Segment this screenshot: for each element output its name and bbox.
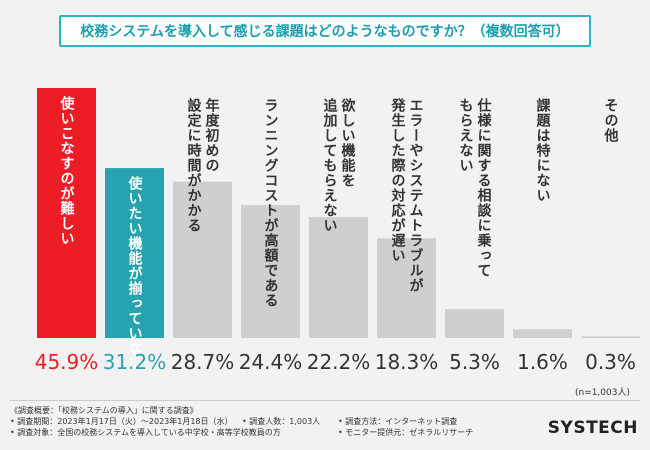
survey-people: • 調査人数：1,003人 <box>242 417 321 426</box>
category-label-line: エラーやシステムトラブルが <box>408 98 424 293</box>
value-label-3: 28.7% <box>171 350 235 374</box>
category-label-2: 使いたい機能が揃っていない <box>127 175 144 371</box>
category-label-line: ランニングコストが高額である <box>263 98 280 308</box>
survey-monitor: • モニター提供元：ゼネラルリサーチ <box>338 428 474 437</box>
bar-6 <box>377 238 436 338</box>
category-label-line: 追加してもらえない <box>322 97 339 233</box>
bar-9 <box>581 336 640 338</box>
bar-7 <box>445 309 504 338</box>
category-label-line: 使いたい機能が揃っていない <box>127 175 144 371</box>
category-label-line: 設定に時間がかかる <box>186 97 202 233</box>
value-label-4: 24.4% <box>239 350 303 374</box>
category-label-1: 使いこなすのが難しい <box>59 95 76 246</box>
footer-divider <box>10 400 640 401</box>
bar-3 <box>173 181 232 338</box>
value-label-2: 31.2% <box>103 350 167 374</box>
value-label-7: 5.3% <box>449 350 500 374</box>
category-label-line: 仕様に関する相談に乗って <box>476 97 493 278</box>
category-label-line: 欲しい機能を <box>340 97 357 188</box>
category-label-line: 発生した際の対応が遅い <box>390 97 407 263</box>
category-label-line: 使いこなすのが難しい <box>59 95 76 246</box>
category-label-4: ランニングコストが高額である <box>263 98 280 308</box>
value-label-6: 18.3% <box>375 350 439 374</box>
bar-4 <box>241 205 300 338</box>
category-label-9: その他 <box>603 98 620 143</box>
bar-2 <box>105 168 164 338</box>
category-label-line: もらえない <box>458 98 474 173</box>
survey-period: • 調査期間：2023年1月17日（火）〜2023年1月18日（水） <box>10 417 233 426</box>
value-label-9: 0.3% <box>585 350 636 374</box>
sample-size-note: (n=1,003人) <box>574 388 630 398</box>
chart-title-box: 校務システムを導入して感じる課題はどのようなものですか？（複数回答可） <box>59 15 591 47</box>
systech-logo: SYSTECH <box>547 418 638 438</box>
value-label-5: 22.2% <box>307 350 371 374</box>
category-label-line: 年度初めの <box>204 97 220 173</box>
category-label-8: 課題は特にない <box>535 97 551 203</box>
category-label-line: 課題は特にない <box>535 97 551 203</box>
survey-overview-title: 《調査概要：「校務システムの導入」に関する調査》 <box>10 406 198 415</box>
value-label-8: 1.6% <box>517 350 568 374</box>
category-label-line: その他 <box>603 98 620 143</box>
value-label-1: 45.9% <box>35 350 99 374</box>
survey-method: • 調査方法：インターネット調査 <box>338 417 458 426</box>
bar-5 <box>309 217 368 338</box>
survey-target: • 調査対象：全国の校務システムを導入している中学校・高等学校教員の方 <box>10 428 281 437</box>
survey-overview: 《調査概要：「校務システムの導入」に関する調査》 • 調査期間：2023年1月1… <box>10 405 530 438</box>
bar-1 <box>37 88 96 338</box>
chart-title: 校務システムを導入して感じる課題はどのようなものですか？（複数回答可） <box>80 24 570 40</box>
bar-8 <box>513 329 572 338</box>
